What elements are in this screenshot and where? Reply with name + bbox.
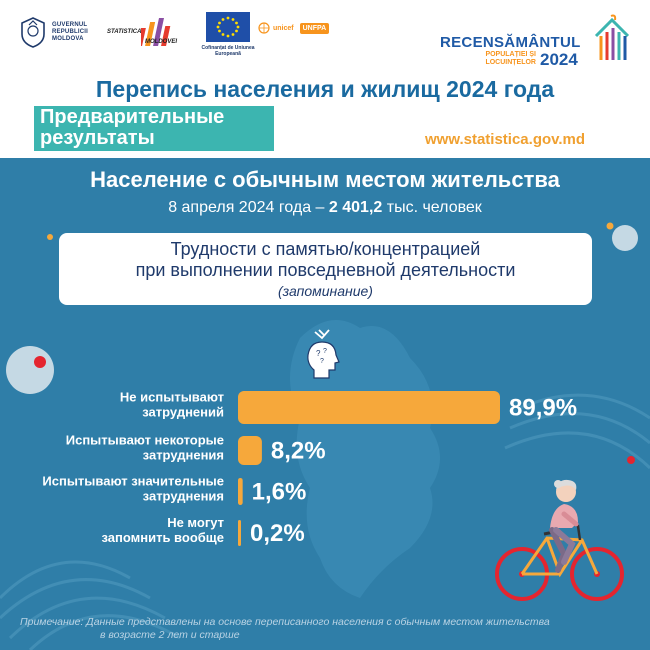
category-label-3-0: Не могут [167, 515, 224, 530]
census-year: 2024 [540, 50, 578, 69]
topic-line-2: при выполнении повседневной деятельности [135, 260, 516, 280]
unicef-globe-icon [258, 22, 270, 34]
government-logo: GUVERNUL REPUBLICII MOLDOVA [20, 16, 88, 48]
category-label-3-1: запомнить вообще [101, 530, 224, 545]
preliminary-results-label: Предварительные результаты [40, 106, 225, 149]
eu-flag-icon [206, 12, 250, 42]
category-label-1-0: Испытывают некоторые [66, 433, 224, 448]
unfpa-label: UNFPA [299, 22, 330, 34]
deco-dot-orange-left [47, 234, 53, 240]
memory-head-icon: ? ? ? [307, 329, 340, 379]
value-label-2: 1,6% [252, 479, 307, 506]
coat-of-arms-icon [21, 17, 45, 48]
statistica-bars-icon [141, 18, 171, 46]
statistica-logo: STATISTICA MOLDOVEI [107, 18, 177, 46]
website-link[interactable]: www.statistica.gov.md [425, 131, 586, 148]
census-subtitle: POPULAȚIEI ȘI LOCUINȚELOR [485, 51, 536, 66]
census-logo: RECENSĂMÂNTUL POPULAȚIEI ȘI LOCUINȚELOR … [440, 14, 635, 74]
footnote: Примечание: Данные представлены на основ… [20, 616, 640, 642]
deco-dot-red-right [627, 456, 635, 464]
deco-circle-right [612, 225, 638, 251]
topic-line-1: Трудности с памятью/концентрацией [170, 239, 481, 259]
value-label-0: 89,9% [509, 395, 577, 422]
category-label-2-0: Испытывают значительные [42, 474, 224, 489]
government-logo-text: GUVERNUL REPUBLICII MOLDOVA [52, 21, 89, 42]
section-title: Население с обычным местом жительства [90, 167, 560, 192]
unicef-label: unicef [273, 24, 294, 32]
category-label-1-1: затруднения [143, 448, 224, 463]
category-label-0-0: Не испытывают [120, 390, 224, 405]
bar-2 [238, 478, 243, 505]
footnote-line-2: в возрасте 2 лет и старше [100, 629, 240, 641]
deco-dot-red-left [34, 356, 46, 368]
value-label-1: 8,2% [271, 438, 326, 465]
bar-0 [238, 391, 500, 424]
infographic-panel: Население с обычным местом жительства 8 … [0, 158, 650, 650]
footnote-line-1: Примечание: Данные представлены на основ… [20, 616, 550, 628]
eu-caption: Cofinanțat de Uniunea Europeană [201, 45, 255, 57]
svg-text:?: ? [316, 349, 321, 358]
eu-logo: Cofinanțat de Uniunea Europeană [193, 12, 263, 57]
background-decoration [0, 222, 650, 650]
page-title: Перепись населения и жилищ 2024 года [95, 76, 555, 102]
preliminary-results-badge: Предварительные результаты [34, 106, 274, 151]
statistica-logo-text: STATISTICA [107, 29, 142, 35]
census-brand: RECENSĂMÂNTUL [440, 34, 581, 51]
bar-3 [238, 520, 241, 546]
topic-line-3: (запоминание) [278, 283, 373, 299]
deco-dot-orange-right [606, 222, 614, 230]
category-label-2-1: затруднения [143, 489, 224, 504]
statistica-logo-subtext: MOLDOVEI [145, 39, 178, 45]
section-subtitle: 8 апреля 2024 года – 2 401,2 тыс. челове… [168, 199, 482, 216]
topic-box: Трудности с памятью/концентрацией при вы… [59, 233, 592, 305]
svg-text:?: ? [320, 358, 324, 365]
bar-1 [238, 436, 262, 465]
svg-text:?: ? [323, 348, 327, 355]
header: GUVERNUL REPUBLICII MOLDOVA STATISTICA M… [0, 0, 650, 158]
category-label-0-1: затруднений [142, 405, 224, 420]
value-label-3: 0,2% [250, 520, 305, 547]
census-house-icon [594, 14, 630, 60]
cyclist-illustration [495, 479, 624, 601]
unicef-unfpa-logo: unicef UNFPA [258, 22, 330, 34]
